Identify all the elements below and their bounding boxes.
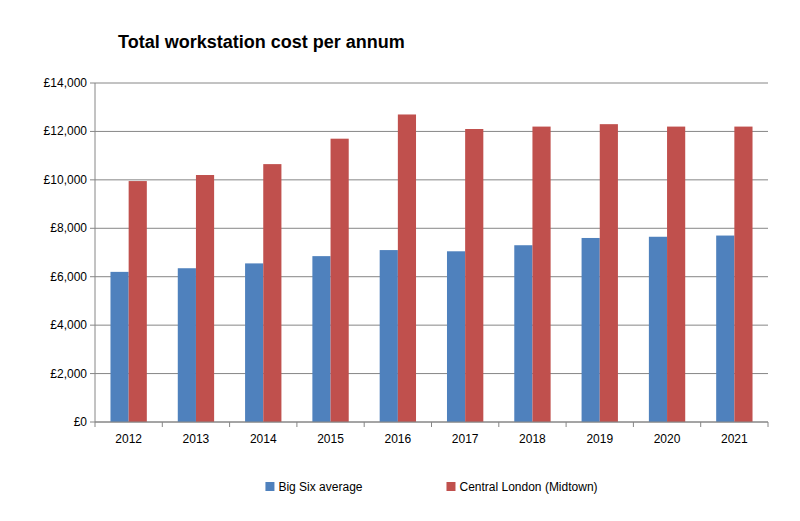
bar xyxy=(734,127,752,422)
y-tick-label: £2,000 xyxy=(50,367,87,381)
bar xyxy=(331,139,349,422)
bar xyxy=(667,127,685,422)
bar xyxy=(398,114,416,422)
bar xyxy=(129,181,147,422)
grid-line xyxy=(95,83,768,84)
bar xyxy=(110,272,128,422)
y-axis-line xyxy=(95,83,96,422)
y-tick-label: £10,000 xyxy=(44,173,88,187)
y-tick-label: £14,000 xyxy=(44,76,88,90)
y-tick xyxy=(90,276,95,277)
legend-swatch xyxy=(265,482,274,491)
x-tick-mark xyxy=(498,422,499,427)
bar xyxy=(447,251,465,422)
y-tick xyxy=(90,373,95,374)
y-tick xyxy=(90,131,95,132)
bars xyxy=(110,114,752,422)
bar xyxy=(716,236,734,422)
chart-container: Total workstation cost per annum £0 £2,000… xyxy=(0,0,800,521)
x-tick-label: 2021 xyxy=(721,432,748,446)
background xyxy=(0,0,800,521)
y-tick xyxy=(90,228,95,229)
legend-item: Big Six average xyxy=(265,480,362,494)
legend-label: Central London (Midtown) xyxy=(459,480,597,494)
y-tick xyxy=(90,83,95,84)
x-tick-mark xyxy=(633,422,634,427)
y-tick-label: £0 xyxy=(74,415,88,429)
x-tick-label: 2012 xyxy=(115,432,142,446)
chart-svg: Total workstation cost per annum £0 £2,000… xyxy=(0,0,800,521)
x-tick-label: 2020 xyxy=(654,432,681,446)
legend: Big Six average Central London (Midtown) xyxy=(265,480,597,494)
x-tick-label: 2018 xyxy=(519,432,546,446)
x-tick-label: 2019 xyxy=(586,432,613,446)
bar xyxy=(532,127,550,422)
bar xyxy=(178,268,196,422)
x-tick-mark xyxy=(431,422,432,427)
bar xyxy=(380,250,398,422)
x-tick-mark xyxy=(229,422,230,427)
y-tick-label: £6,000 xyxy=(50,270,87,284)
bar xyxy=(600,124,618,422)
y-tick xyxy=(90,179,95,180)
bar xyxy=(245,263,263,422)
chart-title: Total workstation cost per annum xyxy=(118,32,405,52)
y-axis: £0 £2,000 £4,000 £6,000 £8,000 £10,000 £12,000… xyxy=(44,76,95,429)
x-tick-label: 2017 xyxy=(452,432,479,446)
x-tick-mark xyxy=(364,422,365,427)
x-tick-label: 2014 xyxy=(250,432,277,446)
legend-label: Big Six average xyxy=(278,480,362,494)
bar xyxy=(649,237,667,422)
x-tick-label: 2013 xyxy=(183,432,210,446)
y-tick-label: £4,000 xyxy=(50,318,87,332)
legend-item: Central London (Midtown) xyxy=(446,480,597,494)
x-tick-mark xyxy=(768,422,769,427)
bar xyxy=(312,256,330,422)
y-tick xyxy=(90,422,95,423)
legend-swatch xyxy=(446,482,455,491)
x-tick-label: 2015 xyxy=(317,432,344,446)
x-tick-label: 2016 xyxy=(384,432,411,446)
x-tick-mark xyxy=(296,422,297,427)
x-axis: 2012 2013 2014 2015 2016 2017 2018 2019 2020 2021 xyxy=(95,422,768,446)
x-tick-mark xyxy=(95,422,96,427)
bar xyxy=(514,245,532,422)
bar xyxy=(196,175,214,422)
grid xyxy=(95,83,768,422)
x-tick-mark xyxy=(162,422,163,427)
bar xyxy=(582,238,600,422)
bar xyxy=(263,164,281,422)
y-tick-label: £8,000 xyxy=(50,221,87,235)
x-tick-mark xyxy=(700,422,701,427)
x-tick-mark xyxy=(566,422,567,427)
y-tick xyxy=(90,325,95,326)
bar xyxy=(465,129,483,422)
y-tick-label: £12,000 xyxy=(44,124,88,138)
